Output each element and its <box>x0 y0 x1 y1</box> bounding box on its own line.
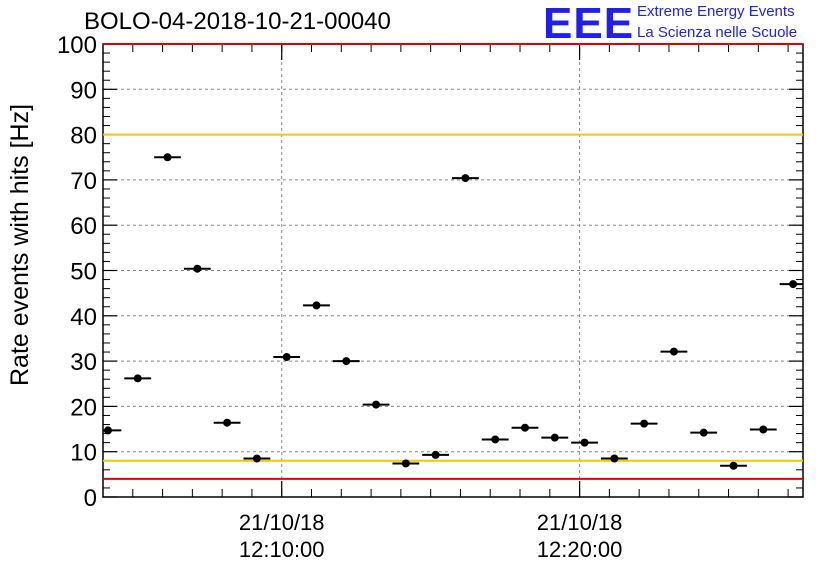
y-tick-label: 100 <box>57 32 97 59</box>
data-point <box>372 400 381 409</box>
data-point <box>431 450 440 459</box>
x-tick-time-label: 12:10:00 <box>239 537 325 562</box>
data-point <box>312 301 321 310</box>
data-point <box>401 459 410 468</box>
data-point <box>103 426 112 435</box>
data-point <box>669 347 678 356</box>
data-point <box>550 433 559 442</box>
data-point <box>252 454 261 463</box>
y-tick-label: 50 <box>70 259 97 286</box>
y-axis-label: Rate events with hits [Hz] <box>6 103 34 386</box>
eee-logo: EEE <box>543 0 635 48</box>
data-point <box>282 353 291 362</box>
y-tick-label: 80 <box>70 123 97 150</box>
data-point <box>759 425 768 434</box>
y-tick-label: 90 <box>70 77 97 104</box>
data-point <box>133 374 142 383</box>
data-point <box>223 418 232 427</box>
data-point <box>580 438 589 447</box>
data-point <box>491 435 500 444</box>
x-tick-date-label: 21/10/18 <box>239 510 325 535</box>
data-point <box>342 357 351 366</box>
y-tick-label: 10 <box>70 440 97 467</box>
data-point <box>520 423 529 432</box>
logo-line-2: La Scienza nelle Scuole <box>637 24 798 41</box>
data-point <box>699 428 708 437</box>
y-tick-label: 70 <box>70 168 97 195</box>
y-tick-label: 60 <box>70 213 97 240</box>
y-tick-label: 40 <box>70 304 97 331</box>
y-axis-label-wrap: Rate events with hits [Hz] <box>6 104 35 386</box>
data-point <box>163 153 172 162</box>
chart-title: BOLO-04-2018-10-21-00040 <box>84 8 391 35</box>
data-point <box>729 461 738 470</box>
y-tick-label: 0 <box>84 485 97 512</box>
logo-line-1: Extreme Energy Events <box>637 3 795 20</box>
x-tick-date-label: 21/10/18 <box>537 510 623 535</box>
data-point <box>193 264 202 273</box>
y-tick-label: 30 <box>70 349 97 376</box>
data-point <box>610 454 619 463</box>
data-point <box>640 419 649 428</box>
data-point <box>461 174 470 183</box>
data-point <box>789 280 798 289</box>
x-tick-time-label: 12:20:00 <box>537 537 623 562</box>
y-tick-label: 20 <box>70 394 97 421</box>
